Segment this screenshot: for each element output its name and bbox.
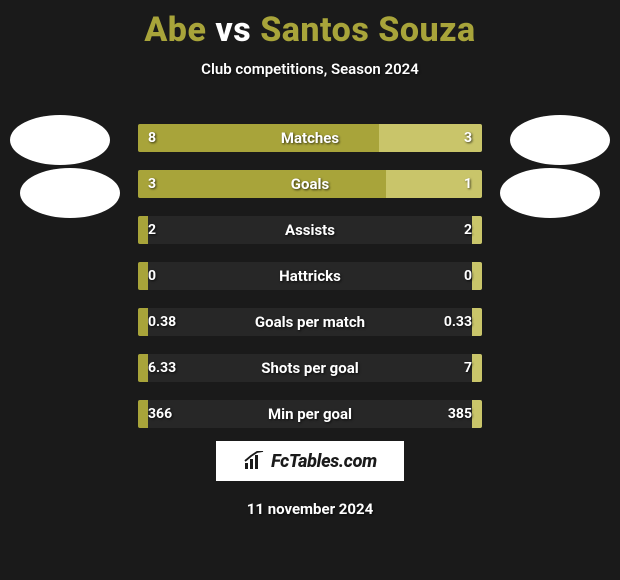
stat-value-left: 0.38 — [148, 308, 176, 336]
stat-bar-right — [472, 216, 482, 244]
stat-bar-left — [138, 124, 379, 152]
stat-bar-right — [472, 400, 482, 428]
player1-avatar — [10, 115, 110, 165]
player2-name: Santos Souza — [260, 10, 476, 50]
stat-bar-left — [138, 354, 148, 382]
stat-bar-right — [386, 170, 482, 198]
stat-row: 83Matches — [138, 124, 482, 152]
player2-avatar-secondary — [500, 168, 600, 218]
stat-bar-right — [472, 308, 482, 336]
stat-bar-right — [379, 124, 482, 152]
stat-row: 366 385Min per goal — [138, 400, 482, 428]
stat-label: Assists — [138, 216, 482, 244]
stat-label: Hattricks — [138, 262, 482, 290]
brand-text: FcTables.com — [271, 451, 377, 472]
stat-row: 0.38 0.33Goals per match — [138, 308, 482, 336]
player1-name: Abe — [144, 10, 206, 50]
stat-label: Goals per match — [138, 308, 482, 336]
player2-avatar — [510, 115, 610, 165]
date: 11 november 2024 — [0, 500, 620, 518]
vs-text: vs — [215, 10, 251, 50]
player1-avatar-secondary — [20, 168, 120, 218]
stat-bar-right — [472, 354, 482, 382]
stat-value-left: 2 — [148, 216, 156, 244]
stat-bar-left — [138, 216, 148, 244]
stat-bar-left — [138, 262, 148, 290]
stat-value-left: 0 — [148, 262, 156, 290]
stat-label: Shots per goal — [138, 354, 482, 382]
stat-row: 22Assists — [138, 216, 482, 244]
stat-value-right: 0.33 — [444, 308, 472, 336]
brand-badge[interactable]: FcTables.com — [215, 440, 405, 482]
stat-bar-left — [138, 308, 148, 336]
stat-value-right: 385 — [448, 400, 472, 428]
stat-label: Min per goal — [138, 400, 482, 428]
stat-value-left: 6.33 — [148, 354, 176, 382]
stats-container: 83Matches 31Goals 22Assists 00Hattricks 0.38… — [138, 124, 482, 446]
stat-row: 6.337Shots per goal — [138, 354, 482, 382]
stat-bar-left — [138, 400, 148, 428]
page-title: Abe vs Santos Souza — [0, 0, 620, 50]
stat-row: 31Goals — [138, 170, 482, 198]
stat-bar-left — [138, 170, 386, 198]
chart-icon — [243, 451, 265, 471]
stat-value-left: 366 — [148, 400, 172, 428]
subtitle: Club competitions, Season 2024 — [0, 60, 620, 78]
stat-row: 00Hattricks — [138, 262, 482, 290]
stat-bar-right — [472, 262, 482, 290]
